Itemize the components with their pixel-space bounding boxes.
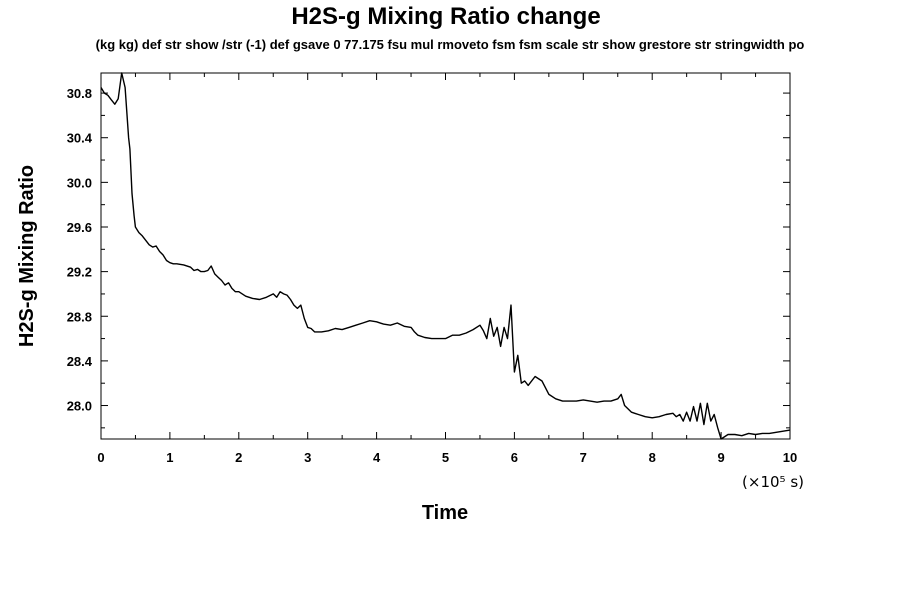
- x-tick-label: 7: [580, 450, 587, 465]
- x-tick-label: 2: [235, 450, 242, 465]
- axis-ticks: [100, 73, 791, 439]
- y-tick-label: 30.0: [67, 175, 92, 190]
- y-axis-title: H2S-g Mixing Ratio: [16, 165, 38, 347]
- x-tick-label: 1: [166, 450, 173, 465]
- y-tick-labels: 28.0 28.4 28.8 29.2 29.6 30.0 30.4 30.8: [67, 86, 93, 413]
- y-tick-label: 29.2: [67, 265, 92, 280]
- chart-subtitle: (kg kg) def str show /str (-1) def gsave…: [96, 37, 805, 52]
- series-line: [100, 72, 791, 440]
- x-tick-label: 8: [649, 450, 656, 465]
- x-tick-label: 5: [442, 450, 449, 465]
- x-tick-label: 10: [783, 450, 797, 465]
- x-tick-label: 3: [304, 450, 311, 465]
- x-axis-title: Time: [422, 502, 468, 524]
- x-tick-label: 6: [511, 450, 518, 465]
- x-tick-label: 0: [97, 450, 104, 465]
- x-tick-label: 9: [717, 450, 724, 465]
- chart-title: H2S-g Mixing Ratio change: [291, 3, 600, 30]
- y-tick-label: 28.4: [67, 354, 93, 369]
- y-tick-label: 29.6: [67, 220, 92, 235]
- plot-frame: [100, 72, 791, 440]
- x-unit-label: (×10⁵ s): [742, 473, 804, 491]
- x-tick-label: 4: [373, 450, 381, 465]
- y-tick-label: 30.8: [67, 86, 92, 101]
- y-tick-label: 28.8: [67, 309, 92, 324]
- x-tick-labels: 0 1 2 3 4 5 6 7 8 9 10: [97, 450, 797, 465]
- y-tick-label: 30.4: [67, 131, 93, 146]
- y-tick-label: 28.0: [67, 399, 92, 414]
